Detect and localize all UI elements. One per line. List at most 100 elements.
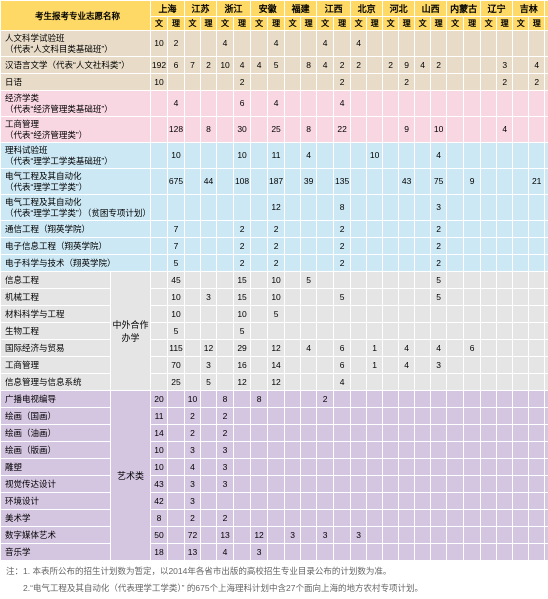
data-cell: [317, 323, 334, 340]
data-cell: [234, 425, 251, 442]
data-cell: [513, 493, 529, 510]
data-cell: [301, 357, 317, 374]
data-cell: 5: [301, 272, 317, 289]
data-cell: [513, 169, 529, 195]
data-cell: [481, 340, 497, 357]
data-cell: [268, 408, 285, 425]
data-cell: 4: [431, 340, 447, 357]
data-cell: [447, 289, 464, 306]
data-cell: [351, 442, 367, 459]
data-cell: [251, 510, 268, 527]
data-cell: 45: [168, 272, 185, 289]
data-cell: [334, 544, 351, 561]
major-name: 经济学类（代表“经济管理类基础班”）: [1, 91, 151, 117]
data-cell: [399, 195, 415, 221]
data-cell: [201, 510, 217, 527]
data-cell: [367, 238, 383, 255]
data-cell: [481, 442, 497, 459]
data-cell: 4: [334, 91, 351, 117]
data-cell: [497, 493, 513, 510]
data-cell: 4: [399, 340, 415, 357]
data-cell: 5: [201, 374, 217, 391]
data-cell: 187: [268, 169, 285, 195]
data-cell: [351, 391, 367, 408]
data-cell: [464, 544, 481, 561]
data-cell: [481, 238, 497, 255]
data-cell: [481, 391, 497, 408]
data-cell: [317, 425, 334, 442]
data-cell: [529, 408, 545, 425]
data-cell: [415, 306, 431, 323]
data-cell: [513, 57, 529, 74]
data-cell: 3: [431, 357, 447, 374]
col-wen: 文: [447, 17, 464, 31]
data-cell: [513, 340, 529, 357]
data-cell: [447, 91, 464, 117]
data-cell: [334, 476, 351, 493]
col-li: 理: [334, 17, 351, 31]
data-cell: [334, 459, 351, 476]
data-cell: [151, 323, 168, 340]
data-cell: [415, 195, 431, 221]
data-cell: [513, 221, 529, 238]
data-cell: [285, 74, 301, 91]
data-cell: [367, 272, 383, 289]
col-province: 吉林: [513, 1, 545, 17]
data-cell: [529, 544, 545, 561]
data-cell: [285, 459, 301, 476]
data-cell: [464, 476, 481, 493]
data-cell: [317, 272, 334, 289]
data-cell: [464, 510, 481, 527]
data-cell: 6: [234, 91, 251, 117]
data-cell: [513, 323, 529, 340]
data-cell: 15: [234, 272, 251, 289]
data-cell: [431, 374, 447, 391]
data-cell: [334, 442, 351, 459]
data-cell: 3: [431, 195, 447, 221]
major-name: 生物工程: [1, 323, 111, 340]
data-cell: [447, 408, 464, 425]
major-name: 工商管理: [1, 357, 111, 374]
data-cell: 6: [464, 340, 481, 357]
data-cell: [383, 31, 399, 57]
data-cell: [529, 238, 545, 255]
data-cell: [185, 255, 201, 272]
data-cell: [497, 289, 513, 306]
data-cell: 2: [234, 255, 251, 272]
major-name: 广播电视编导: [1, 391, 111, 408]
data-cell: 4: [415, 57, 431, 74]
col-wen: 文: [185, 17, 201, 31]
data-cell: [334, 391, 351, 408]
col-province: 上海: [151, 1, 185, 17]
data-cell: [168, 476, 185, 493]
data-cell: 4: [185, 459, 201, 476]
data-cell: [285, 493, 301, 510]
data-cell: [301, 195, 317, 221]
data-cell: [447, 306, 464, 323]
data-cell: 43: [399, 169, 415, 195]
data-cell: 43: [151, 476, 168, 493]
data-cell: 8: [217, 391, 234, 408]
col-wen: 文: [513, 17, 529, 31]
data-cell: 2: [334, 255, 351, 272]
data-cell: [268, 459, 285, 476]
data-cell: 2: [497, 74, 513, 91]
data-cell: [268, 493, 285, 510]
major-name: 理科试验班（代表“理学工学类基础班”）: [1, 143, 151, 169]
data-cell: [367, 391, 383, 408]
data-cell: [185, 323, 201, 340]
data-cell: [464, 323, 481, 340]
data-cell: [185, 221, 201, 238]
data-cell: 4: [168, 91, 185, 117]
data-cell: [201, 527, 217, 544]
data-cell: 675: [168, 169, 185, 195]
data-cell: 10: [185, 391, 201, 408]
data-cell: 9: [399, 117, 415, 143]
data-cell: [481, 306, 497, 323]
data-cell: [497, 510, 513, 527]
data-cell: [217, 306, 234, 323]
data-cell: [464, 57, 481, 74]
major-name: 电子科学与技术（翔英学院）: [1, 255, 151, 272]
data-cell: [317, 374, 334, 391]
data-cell: [481, 374, 497, 391]
